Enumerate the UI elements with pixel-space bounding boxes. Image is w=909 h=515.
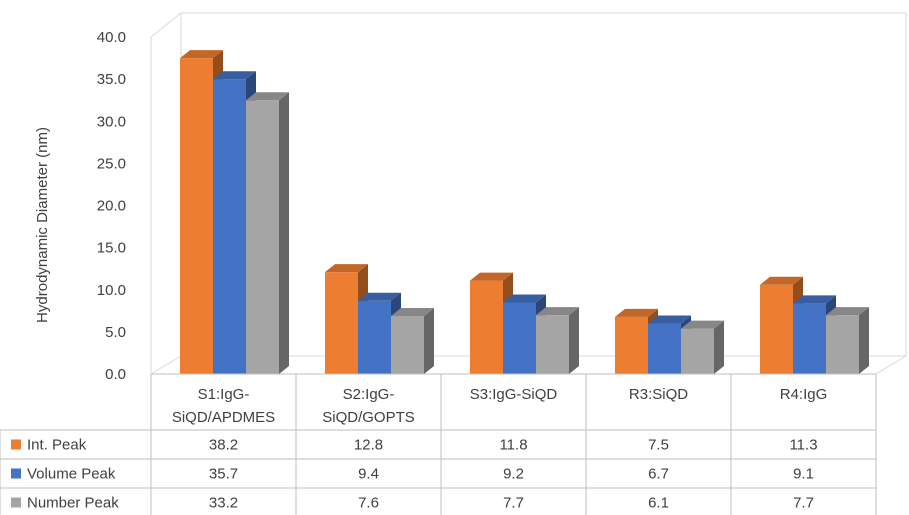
y-tick-label: 20.0	[97, 198, 126, 215]
y-tick-label: 40.0	[97, 29, 126, 46]
y-axis-label: Hydrodynamic Diameter (nm)	[34, 127, 51, 323]
bar-front	[470, 280, 503, 374]
legend-series-name: Int. Peak	[27, 437, 87, 454]
bar-top	[648, 315, 691, 324]
y-tick-label: 5.0	[105, 324, 126, 341]
bar-front	[213, 79, 246, 374]
bar	[391, 307, 434, 374]
table-value: 11.8	[499, 437, 527, 454]
bar-side	[569, 307, 579, 374]
y-axis-ticks: 0.0 5.0 10.0 15.0 20.0 25.0 30.0 35.0 40.0	[97, 29, 152, 383]
category-label: R3:SiQD	[629, 386, 688, 403]
bar-front	[760, 284, 793, 374]
category-label: S3:IgG-SiQD	[470, 386, 558, 403]
bar-top	[213, 71, 256, 80]
table-value: 7.5	[648, 437, 669, 454]
category-label: S1:IgG-	[198, 386, 250, 403]
table-value: 12.8	[354, 437, 383, 454]
floor-left-edge	[150, 355, 182, 375]
y-tick-label: 25.0	[97, 155, 126, 172]
bar-top	[391, 307, 434, 316]
bar	[246, 92, 289, 374]
category-label: SiQD/GOPTS	[322, 409, 415, 426]
table-value: 6.1	[648, 495, 669, 512]
bar-top	[180, 50, 223, 59]
bar-front	[826, 315, 859, 374]
bar-top	[246, 92, 289, 101]
bar-top	[503, 294, 546, 303]
legend-swatch	[11, 497, 21, 508]
data-table: S1:IgG- SiQD/APDMES S2:IgG- SiQD/GOPTS S3:Ig…	[0, 373, 877, 515]
table-value: 35.7	[209, 466, 238, 483]
bar-side	[714, 320, 724, 374]
bar-front	[180, 58, 213, 374]
legend-swatch	[11, 468, 21, 479]
bar-top	[793, 295, 836, 304]
bar	[826, 307, 869, 374]
bar	[536, 307, 579, 374]
legend-series-name: Volume Peak	[27, 466, 116, 483]
table-value: 6.7	[648, 466, 669, 483]
table-value: 33.2	[209, 495, 238, 512]
table-value: 11.3	[789, 437, 817, 454]
bar-top	[358, 292, 401, 301]
table-value: 9.2	[503, 466, 524, 483]
bar-side	[279, 92, 289, 374]
bars	[180, 50, 869, 374]
y-tick-label: 10.0	[97, 282, 126, 299]
bar-front	[246, 100, 279, 374]
bar-front	[648, 323, 681, 374]
category-label: SiQD/APDMES	[172, 409, 275, 426]
bar-side	[424, 307, 434, 374]
bar-front	[391, 315, 424, 374]
side-wall-top-edge	[150, 12, 182, 38]
bar-front	[536, 315, 569, 374]
y-tick-label: 0.0	[105, 366, 126, 383]
table-value: 9.1	[793, 466, 814, 483]
legend-series-name: Number Peak	[27, 495, 119, 512]
bar-top	[826, 307, 869, 316]
bar	[681, 320, 724, 374]
bar-front	[793, 303, 826, 374]
bar	[325, 264, 368, 374]
table-value: 7.7	[793, 495, 814, 512]
bar-top	[760, 276, 803, 285]
y-tick-label: 15.0	[97, 240, 126, 257]
floor-right-edge	[875, 355, 907, 375]
bar-front	[503, 302, 536, 374]
table-value: 9.4	[358, 466, 379, 483]
bar-top	[325, 264, 368, 273]
legend-swatch	[11, 439, 21, 450]
bar-top	[536, 307, 579, 316]
bar-top	[681, 320, 724, 329]
bar-side	[859, 307, 869, 374]
y-tick-label: 30.0	[97, 113, 126, 130]
bar-top	[470, 272, 513, 281]
table-value: 7.7	[503, 495, 524, 512]
bar-front	[615, 316, 648, 374]
category-label: S2:IgG-	[343, 386, 395, 403]
bar-top	[615, 308, 658, 317]
y-tick-label: 35.0	[97, 71, 126, 88]
bar-front	[325, 272, 358, 374]
table-value: 38.2	[209, 437, 238, 454]
bar-front	[681, 328, 714, 374]
bar-front	[358, 300, 391, 374]
category-label: R4:IgG	[780, 386, 828, 403]
table-value: 7.6	[358, 495, 379, 512]
